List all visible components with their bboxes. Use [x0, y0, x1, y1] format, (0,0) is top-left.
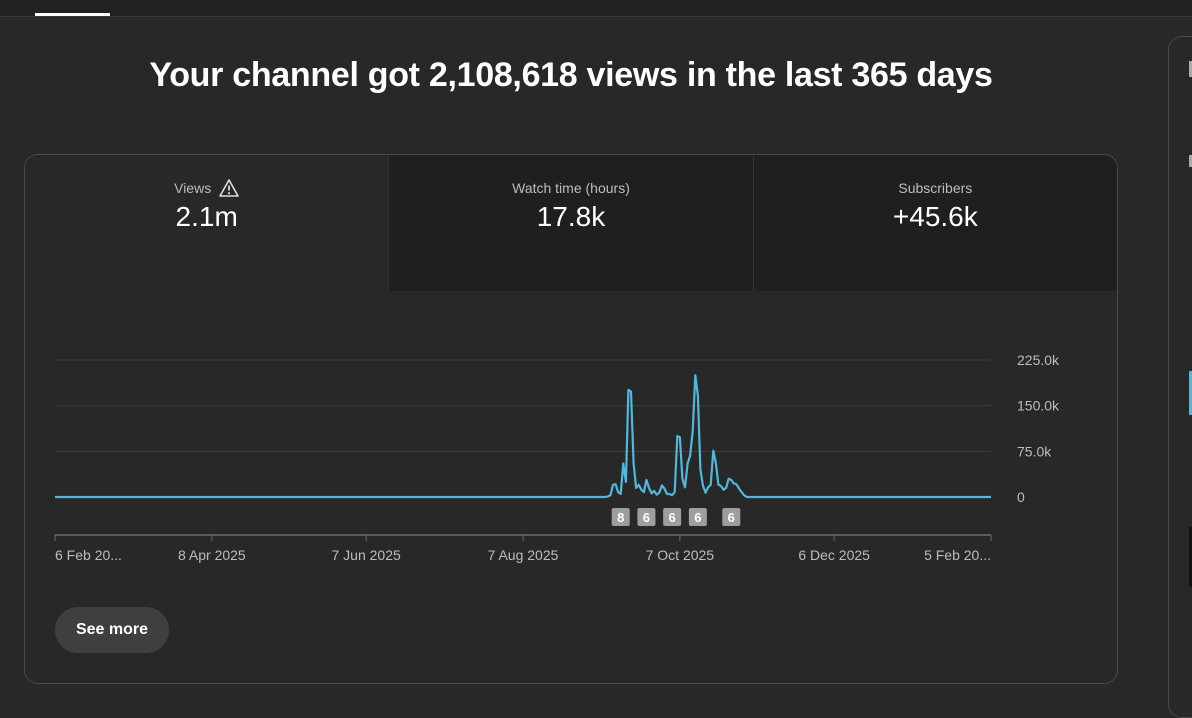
metric-tab-views[interactable]: Views 2.1m	[25, 155, 389, 291]
x-tick-label: 8 Apr 2025	[178, 547, 246, 563]
y-tick-label: 150.0k	[1017, 398, 1060, 414]
warning-icon[interactable]	[219, 179, 240, 197]
metric-tab-watch-time[interactable]: Watch time (hours) 17.8k	[388, 155, 753, 291]
video-published-marker	[722, 508, 741, 526]
x-tick-label: 7 Jun 2025	[331, 547, 400, 563]
x-tick-label: 7 Aug 2025	[488, 547, 559, 563]
video-published-marker-label: 6	[643, 510, 650, 525]
metric-value: +45.6k	[892, 201, 978, 232]
x-tick-label: 6 Feb 20...	[55, 547, 122, 563]
metric-value: 17.8k	[536, 201, 606, 232]
overview-card: Views 2.1m Watch time (hours) 17.8k Subs…	[24, 154, 1118, 684]
y-tick-label: 225.0k	[1017, 352, 1060, 368]
video-published-marker-label: 6	[694, 510, 701, 525]
metric-value: 2.1m	[175, 201, 238, 232]
metric-label: Subscribers	[898, 180, 973, 196]
video-published-marker	[611, 508, 630, 526]
video-published-marker	[688, 508, 707, 526]
side-panel	[1168, 36, 1192, 718]
side-panel-thumbnail	[1189, 527, 1192, 587]
video-published-marker	[663, 508, 682, 526]
x-tick-label: 7 Oct 2025	[646, 547, 715, 563]
video-published-marker-label: 6	[669, 510, 676, 525]
video-published-marker-label: 6	[728, 510, 735, 525]
x-tick-label: 5 Feb 20...	[924, 547, 991, 563]
views-chart-svg: 0 75.0k 150.0k 225.0k 6 Feb 20... 8 Apr 2025 7…	[54, 352, 1060, 563]
active-tab-indicator	[35, 13, 110, 16]
views-series-line	[55, 374, 991, 499]
side-panel-text-fragment	[1189, 155, 1192, 167]
side-panel-accent	[1189, 371, 1192, 415]
video-published-marker	[637, 508, 656, 526]
x-tick-label: 6 Dec 2025	[798, 547, 870, 563]
metric-label: Views	[174, 180, 212, 196]
see-more-button[interactable]: See more	[55, 607, 169, 653]
metric-tab-subscribers[interactable]: Subscribers +45.6k	[752, 155, 1117, 291]
side-panel-text-fragment	[1189, 61, 1192, 77]
y-tick-label: 0	[1017, 489, 1025, 505]
metric-label: Watch time (hours)	[512, 180, 630, 196]
page-headline: Your channel got 2,108,618 views in the …	[149, 56, 993, 94]
y-tick-label: 75.0k	[1017, 443, 1052, 459]
video-published-marker-label: 8	[617, 510, 624, 525]
views-chart: 0 75.0k 150.0k 225.0k 6 Feb 20... 8 Apr 2025 7…	[25, 291, 1117, 591]
metric-tabs: Views 2.1m Watch time (hours) 17.8k Subs…	[25, 155, 1117, 291]
top-tab-bar	[0, 0, 1192, 17]
